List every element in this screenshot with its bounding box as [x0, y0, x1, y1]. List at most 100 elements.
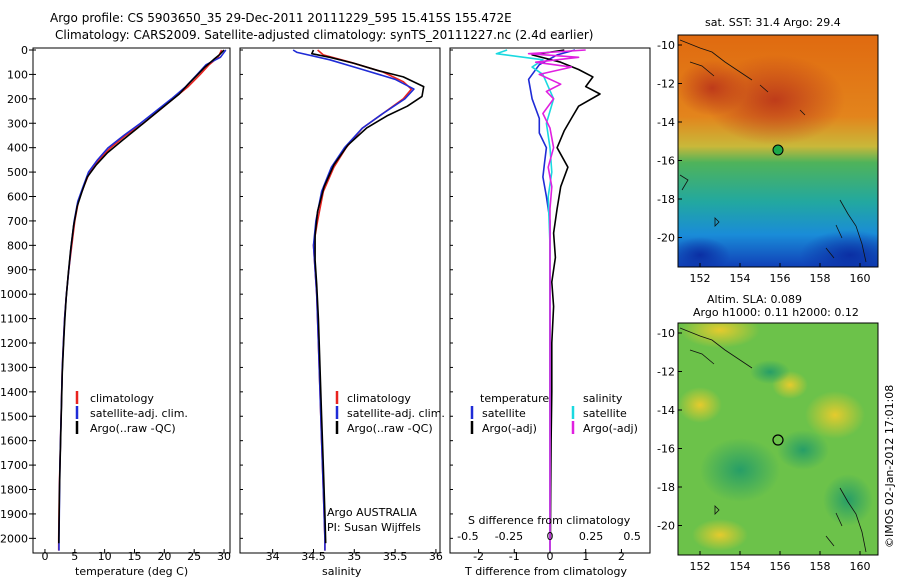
- salinity-xtick-label: 34.5: [301, 550, 326, 563]
- sla-low-patch: [750, 360, 790, 384]
- temperature-legend: climatology satellite-adj. clim. Argo(..…: [75, 391, 188, 435]
- depth-tick-label: 500: [7, 166, 28, 179]
- coastline: [679, 327, 753, 369]
- salinity-xtick-label: 36: [429, 550, 443, 563]
- salinity-plot-frame: [239, 47, 441, 554]
- sla-low-patch: [823, 474, 873, 526]
- temperature-chart: 0 5 10 15 20 25 30: [33, 49, 231, 563]
- sla-map-title2: Argo h1000: 0.11 h2000: 0.12: [693, 306, 859, 319]
- coastline: [679, 174, 720, 227]
- sla-map-xtick-label: 152: [690, 560, 711, 573]
- temperature-xtick-label: 5: [71, 550, 78, 563]
- legend-title-salinity: salinity: [583, 392, 623, 405]
- depth-tick-label: 1400: [0, 386, 28, 399]
- sla-argo-location-marker: [772, 434, 784, 446]
- sst-cool-patch: [800, 230, 878, 267]
- sla-high-patch: [692, 519, 748, 551]
- header-line1: Argo profile: CS 5903650_35 29-Dec-2011 …: [50, 11, 512, 25]
- sla-map-ytick-label: -20: [657, 520, 675, 533]
- depth-tick-label: 400: [7, 142, 28, 155]
- depth-tick-label: 700: [7, 215, 28, 228]
- sst-map-xtick-label: 160: [850, 272, 871, 285]
- depth-tick-label: 1100: [0, 313, 28, 326]
- temperature-plot-frame: [32, 47, 231, 554]
- temperature-xtick-label: 15: [127, 550, 141, 563]
- depth-tick-label: 2000: [0, 532, 28, 545]
- sst-map-xtick-label: 158: [810, 272, 831, 285]
- difference-series-line: [495, 49, 555, 551]
- legend-label-satellite: satellite-adj. clim.: [90, 407, 188, 420]
- salinity-xtick-label: 34: [266, 550, 280, 563]
- depth-tick-label: 1900: [0, 508, 28, 521]
- sst-argo-location-marker: [772, 144, 784, 156]
- sla-map-ytick-label: -14: [657, 404, 675, 417]
- sst-map-xtick-label: 152: [690, 272, 711, 285]
- temperature-series-line: [58, 49, 225, 544]
- pi-label: PI: Susan Wijffels: [327, 521, 421, 534]
- legend-label-t-satellite: satellite: [482, 407, 526, 420]
- depth-tick-label: 1000: [0, 288, 28, 301]
- legend-label-t-argo: Argo(-adj): [482, 422, 537, 435]
- sla-map-ytick-label: -12: [657, 366, 675, 379]
- sla-map-xtick-label: 158: [810, 560, 831, 573]
- difference-xlabel: T difference from climatology: [464, 565, 627, 578]
- salinity-chart: 34 34.5 35 35.5 36: [240, 49, 443, 563]
- difference-xtick-label: 2: [618, 550, 625, 563]
- sla-map-xtick-label: 160: [850, 560, 871, 573]
- salinity-series-line: [312, 49, 413, 551]
- salinity-xtick-label: 35.5: [383, 550, 408, 563]
- sla-map-frame: [677, 322, 879, 556]
- coastline: [825, 487, 867, 553]
- sla-high-patch: [805, 391, 865, 439]
- coastline: [714, 505, 720, 515]
- difference-chart: -2 -1 0 1 2 -0.5 -0.25 0 0.25 0.5: [450, 49, 641, 563]
- legend-label-satellite: satellite-adj. clim.: [347, 407, 445, 420]
- sst-warm-core: [678, 60, 747, 116]
- difference-series-line: [531, 49, 601, 539]
- legend-label-climatology: climatology: [90, 392, 154, 405]
- sla-map-ytick-label: -16: [657, 443, 675, 456]
- coastline: [825, 199, 867, 263]
- difference-xtick-label: 0: [547, 550, 554, 563]
- salinity-series-line: [311, 49, 425, 544]
- sla-map-xtick-label: 156: [770, 560, 791, 573]
- depth-tick-label: 1200: [0, 337, 28, 350]
- salinity-series-line: [292, 49, 415, 551]
- sla-map-xtick-label: 154: [730, 560, 751, 573]
- depth-tick-label: 800: [7, 239, 28, 252]
- sst-map-ytick-label: -14: [657, 116, 675, 129]
- difference-s-xtick-label: 0.25: [579, 530, 604, 543]
- sla-map: [678, 323, 878, 555]
- temperature-xtick-label: 30: [217, 550, 231, 563]
- sla-low-patch: [700, 438, 780, 502]
- legend-label-s-satellite: satellite: [583, 407, 627, 420]
- legend-title-temperature: temperature: [480, 392, 549, 405]
- salinity-xlabel: salinity: [322, 565, 362, 578]
- sst-map-ytick-label: -10: [657, 39, 675, 52]
- difference-s-label: S difference from climatology: [468, 514, 631, 527]
- depth-axis: 0 100 200 300 400 500 600 700 800 900 1000 1100 1200…: [0, 44, 33, 545]
- legend-label-argo: Argo(..raw -QC): [90, 422, 176, 435]
- temperature-xtick-label: 10: [98, 550, 112, 563]
- difference-s-xtick-label: 0: [547, 530, 554, 543]
- temperature-xtick-label: 20: [157, 550, 171, 563]
- legend-label-argo: Argo(..raw -QC): [347, 422, 433, 435]
- argo-agency-label: Argo AUSTRALIA: [327, 506, 417, 519]
- sst-map-axes: 152 154 156 158 160 -10 -12 -14 -16 -18 -20: [657, 39, 870, 285]
- sla-map-ytick-label: -10: [657, 327, 675, 340]
- sst-map-ytick-label: -16: [657, 155, 675, 168]
- difference-legend: temperature satellite Argo(-adj) salinit…: [470, 392, 638, 435]
- sst-map-frame: [677, 34, 879, 268]
- difference-xtick-label: -2: [473, 550, 484, 563]
- depth-tick-label: 900: [7, 264, 28, 277]
- temperature-xlabel: temperature (deg C): [75, 565, 188, 578]
- legend-label-climatology: climatology: [347, 392, 411, 405]
- difference-s-xtick-label: -0.5: [457, 530, 478, 543]
- sla-high-patch: [680, 323, 760, 348]
- sla-map-title1: Altim. SLA: 0.089: [707, 293, 802, 306]
- depth-tick-label: 300: [7, 117, 28, 130]
- coastline: [679, 39, 806, 116]
- sst-map-xtick-label: 156: [770, 272, 791, 285]
- sst-map-xtick-label: 154: [730, 272, 751, 285]
